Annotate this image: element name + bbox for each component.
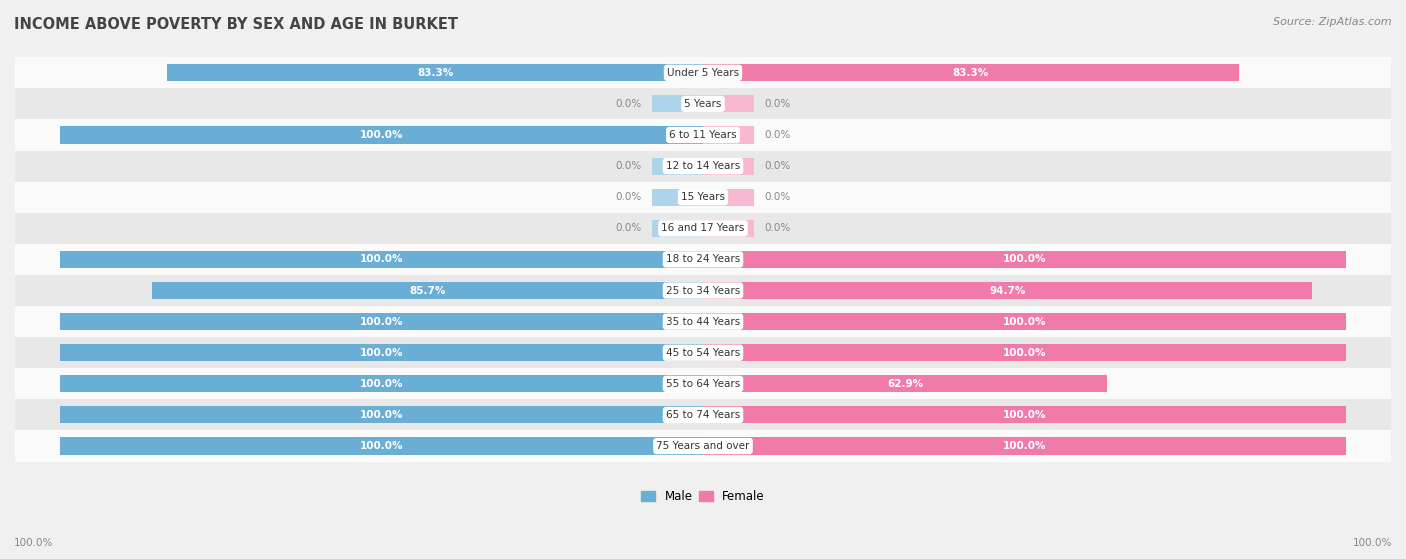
Text: 100.0%: 100.0% xyxy=(1002,254,1046,264)
Text: 100.0%: 100.0% xyxy=(360,254,404,264)
Text: INCOME ABOVE POVERTY BY SEX AND AGE IN BURKET: INCOME ABOVE POVERTY BY SEX AND AGE IN B… xyxy=(14,17,458,32)
Text: 0.0%: 0.0% xyxy=(616,192,643,202)
Text: 100.0%: 100.0% xyxy=(360,130,404,140)
Bar xyxy=(0,275,1406,306)
Text: 0.0%: 0.0% xyxy=(763,192,790,202)
Text: 62.9%: 62.9% xyxy=(887,379,924,389)
Bar xyxy=(703,188,755,206)
Bar xyxy=(703,313,1346,330)
Bar xyxy=(703,96,755,112)
Text: 65 to 74 Years: 65 to 74 Years xyxy=(666,410,740,420)
Bar xyxy=(703,158,755,174)
Bar xyxy=(167,64,703,82)
Bar xyxy=(60,313,703,330)
Text: 100.0%: 100.0% xyxy=(360,410,404,420)
Bar xyxy=(0,244,1406,275)
Bar xyxy=(60,438,703,454)
Text: 100.0%: 100.0% xyxy=(1353,538,1392,548)
Text: 12 to 14 Years: 12 to 14 Years xyxy=(666,161,740,171)
Bar xyxy=(703,344,1346,361)
Text: 55 to 64 Years: 55 to 64 Years xyxy=(666,379,740,389)
Bar xyxy=(0,306,1406,337)
Text: 94.7%: 94.7% xyxy=(990,286,1025,296)
Bar xyxy=(703,126,755,144)
Bar xyxy=(0,430,1406,462)
Legend: Male, Female: Male, Female xyxy=(637,486,769,508)
Bar xyxy=(651,188,703,206)
Text: 0.0%: 0.0% xyxy=(763,161,790,171)
Text: 35 to 44 Years: 35 to 44 Years xyxy=(666,316,740,326)
Text: 85.7%: 85.7% xyxy=(409,286,446,296)
Bar xyxy=(60,344,703,361)
Bar xyxy=(0,88,1406,120)
Text: 0.0%: 0.0% xyxy=(616,161,643,171)
Text: 45 to 54 Years: 45 to 54 Years xyxy=(666,348,740,358)
Bar xyxy=(703,282,1312,299)
Text: 100.0%: 100.0% xyxy=(360,316,404,326)
Bar xyxy=(0,337,1406,368)
Text: 25 to 34 Years: 25 to 34 Years xyxy=(666,286,740,296)
Bar xyxy=(0,399,1406,430)
Text: 100.0%: 100.0% xyxy=(1002,410,1046,420)
Bar xyxy=(703,220,755,237)
Text: 100.0%: 100.0% xyxy=(1002,441,1046,451)
Text: 15 Years: 15 Years xyxy=(681,192,725,202)
Bar xyxy=(152,282,703,299)
Text: 100.0%: 100.0% xyxy=(1002,348,1046,358)
Bar xyxy=(0,213,1406,244)
Text: Under 5 Years: Under 5 Years xyxy=(666,68,740,78)
Text: 100.0%: 100.0% xyxy=(360,379,404,389)
Text: 100.0%: 100.0% xyxy=(360,348,404,358)
Text: 0.0%: 0.0% xyxy=(763,99,790,109)
Bar xyxy=(60,406,703,424)
Text: 6 to 11 Years: 6 to 11 Years xyxy=(669,130,737,140)
Text: 83.3%: 83.3% xyxy=(418,68,453,78)
Text: 75 Years and over: 75 Years and over xyxy=(657,441,749,451)
Text: 100.0%: 100.0% xyxy=(360,441,404,451)
Text: 0.0%: 0.0% xyxy=(616,223,643,233)
Bar xyxy=(703,251,1346,268)
Bar xyxy=(0,150,1406,182)
Bar xyxy=(651,158,703,174)
Text: 0.0%: 0.0% xyxy=(616,99,643,109)
Bar xyxy=(0,120,1406,150)
Text: 83.3%: 83.3% xyxy=(953,68,988,78)
Bar xyxy=(0,182,1406,213)
Bar xyxy=(703,64,1239,82)
Text: 100.0%: 100.0% xyxy=(14,538,53,548)
Bar xyxy=(703,406,1346,424)
Bar xyxy=(60,375,703,392)
Bar xyxy=(0,57,1406,88)
Bar xyxy=(703,375,1108,392)
Text: 100.0%: 100.0% xyxy=(1002,316,1046,326)
Text: 0.0%: 0.0% xyxy=(763,223,790,233)
Text: 18 to 24 Years: 18 to 24 Years xyxy=(666,254,740,264)
Bar xyxy=(60,126,703,144)
Bar xyxy=(651,96,703,112)
Text: 16 and 17 Years: 16 and 17 Years xyxy=(661,223,745,233)
Bar xyxy=(703,438,1346,454)
Text: 5 Years: 5 Years xyxy=(685,99,721,109)
Text: 0.0%: 0.0% xyxy=(763,130,790,140)
Bar xyxy=(651,220,703,237)
Bar xyxy=(0,368,1406,399)
Text: Source: ZipAtlas.com: Source: ZipAtlas.com xyxy=(1274,17,1392,27)
Bar xyxy=(60,251,703,268)
